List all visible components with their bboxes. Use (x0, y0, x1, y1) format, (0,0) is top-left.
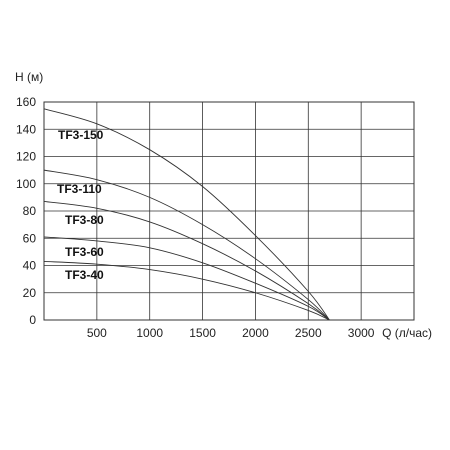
series-curve-tf3-40 (43, 260, 330, 321)
x-tick-label: 2500 (295, 326, 322, 340)
x-axis-title: Q (л/час) (382, 326, 432, 340)
y-axis-title: H (м) (15, 70, 43, 84)
x-tick-labels: 500 1000 1500 2000 2500 3000 (87, 326, 375, 340)
x-tick-label: 1000 (136, 326, 163, 340)
y-tick-label: 0 (29, 313, 36, 327)
grid (44, 102, 414, 320)
y-tick-label: 20 (23, 286, 37, 300)
x-tick-label: 500 (87, 326, 107, 340)
y-tick-label: 100 (16, 177, 36, 191)
y-tick-label: 160 (16, 95, 36, 109)
y-tick-label: 40 (23, 259, 37, 273)
series-label-tf3-60: TF3-60 (65, 245, 104, 259)
series-curve-tf3-110 (43, 169, 330, 321)
x-tick-label: 1500 (189, 326, 216, 340)
series-curve-tf3-150 (43, 108, 330, 321)
y-tick-label: 120 (16, 150, 36, 164)
series-labels: TF3-150 TF3-110 TF3-80 TF3-60 TF3-40 (57, 128, 104, 282)
series-curves (43, 108, 330, 321)
plot-frame (43, 101, 415, 321)
y-tick-label: 60 (23, 231, 37, 245)
y-tick-labels: 0 20 40 60 80 100 120 140 160 (16, 95, 36, 327)
series-label-tf3-80: TF3-80 (65, 213, 104, 227)
y-tick-label: 80 (23, 204, 37, 218)
series-curve-tf3-60 (43, 236, 330, 321)
x-tick-label: 3000 (348, 326, 375, 340)
series-curve-tf3-80 (43, 201, 330, 321)
x-tick-label: 2000 (242, 326, 269, 340)
series-label-tf3-40: TF3-40 (65, 268, 104, 282)
series-label-tf3-110: TF3-110 (57, 182, 102, 196)
y-tick-label: 140 (16, 122, 36, 136)
series-label-tf3-150: TF3-150 (58, 128, 104, 142)
